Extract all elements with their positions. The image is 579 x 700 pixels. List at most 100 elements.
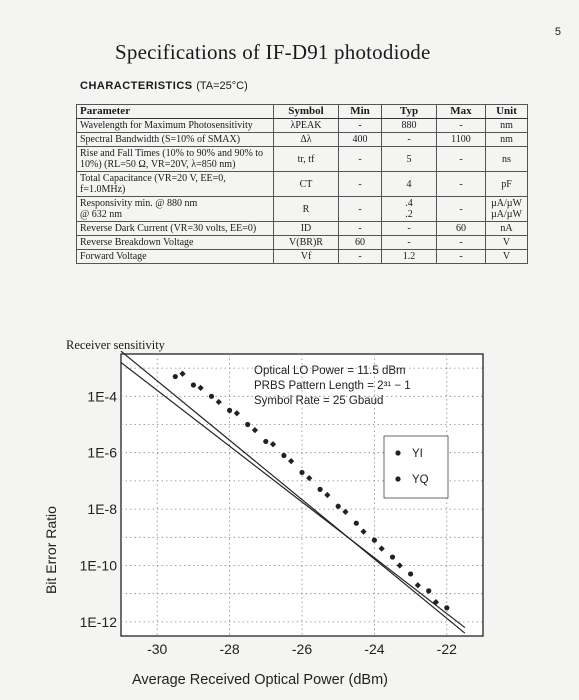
data-point-yi xyxy=(426,588,432,594)
x-tick-label: -22 xyxy=(437,641,457,657)
fit-line xyxy=(120,350,466,634)
table-row: Responsivity min. @ 880 nm @ 632 nm R - .4 … xyxy=(76,196,528,222)
y-axis-label: Bit Error Ratio xyxy=(43,506,59,594)
legend-marker-yi xyxy=(395,450,401,456)
cell-symbol: CT xyxy=(273,171,339,197)
cell-typ: 1.2 xyxy=(381,249,437,264)
x-tick-label: -28 xyxy=(219,641,239,657)
col-header-min: Min xyxy=(338,104,382,119)
spec-table-body: Wavelength for Maximum Photosensitivity λ… xyxy=(76,118,528,264)
col-header-max: Max xyxy=(436,104,486,119)
cell-unit: µA/µW µA/µW xyxy=(485,196,528,222)
data-point-yi xyxy=(335,503,341,509)
cell-unit: ns xyxy=(485,146,528,172)
cell-parameter: Total Capacitance (VR=20 V, EE=0, f=1.0M… xyxy=(76,171,274,197)
grid xyxy=(121,354,483,636)
cell-unit: pF xyxy=(485,171,528,197)
data-point-yi xyxy=(408,571,414,577)
y-tick-label: 1E-12 xyxy=(80,614,118,630)
legend-label-yq: YQ xyxy=(412,474,429,486)
cell-parameter: Responsivity min. @ 880 nm @ 632 nm xyxy=(76,196,274,222)
cell-min: - xyxy=(338,249,382,264)
data-point-yi xyxy=(444,605,450,611)
cell-typ: - xyxy=(381,235,437,250)
cell-typ: - xyxy=(381,132,437,147)
data-points xyxy=(172,370,450,611)
receiver-sensitivity-chart: -30 -28 -26 -24 -22 1E-4 1E-6 1E-8 1E-10 1E-12 O… xyxy=(43,350,484,688)
cell-min: - xyxy=(338,118,382,133)
cell-max: 60 xyxy=(436,221,486,236)
col-header-unit: Unit xyxy=(485,104,528,119)
legend-box xyxy=(383,435,449,499)
chart-annotation: Optical LO Power = 11.5 dBm PRBS Pattern … xyxy=(254,365,411,407)
cell-min: - xyxy=(338,146,382,172)
table-row: Forward Voltage Vf -1.2- V xyxy=(76,249,528,264)
y-tick-label: 1E-10 xyxy=(80,558,118,574)
annotation-line: Symbol Rate = 25 Gbaud xyxy=(254,395,383,407)
cell-max: - xyxy=(436,235,486,250)
x-tick-label: -26 xyxy=(292,641,312,657)
cell-unit: nm xyxy=(485,132,528,147)
data-point-yi xyxy=(263,438,269,445)
data-point-yi xyxy=(172,373,178,380)
data-point-yq xyxy=(197,384,204,391)
characteristics-heading: CHARACTERISTICS (TA=25°C) xyxy=(80,80,248,92)
cell-max: - xyxy=(436,171,486,197)
cell-max: - xyxy=(436,118,486,133)
cell-min: - xyxy=(338,171,382,197)
page-number: 5 xyxy=(554,26,561,38)
cell-min: - xyxy=(338,196,382,222)
cell-parameter: Wavelength for Maximum Photosensitivity xyxy=(76,118,274,133)
cell-symbol: R xyxy=(273,196,339,222)
cell-parameter: Spectral Bandwidth (S=10% of SMAX) xyxy=(76,132,274,147)
table-row: Rise and Fall Times (10% to 90% and 90% … xyxy=(76,146,528,172)
cell-max: - xyxy=(436,196,486,222)
data-point-yi xyxy=(371,537,377,543)
legend-label-yi: YI xyxy=(412,448,423,460)
cell-typ: .4 .2 xyxy=(381,196,437,222)
data-point-yi xyxy=(299,469,305,476)
data-point-yi xyxy=(389,554,396,560)
cell-parameter: Forward Voltage xyxy=(76,249,274,264)
data-point-yi xyxy=(353,520,359,526)
col-header-symbol: Symbol xyxy=(273,104,339,119)
cell-max: - xyxy=(436,146,486,172)
cell-symbol: Δλ xyxy=(273,132,339,147)
cell-parameter: Rise and Fall Times (10% to 90% and 90% … xyxy=(76,146,274,172)
page-title: Specifications of IF-D91 photodiode xyxy=(115,40,431,64)
data-point-yi xyxy=(227,407,233,413)
cell-min: - xyxy=(338,221,382,236)
table-row: Wavelength for Maximum Photosensitivity λ… xyxy=(76,118,528,133)
data-point-yi xyxy=(190,382,196,388)
cell-max: - xyxy=(436,249,486,264)
y-tick-label: 1E-4 xyxy=(87,388,117,404)
annotation-line: Optical LO Power = 11.5 dBm xyxy=(254,365,406,377)
cell-typ: 4 xyxy=(381,171,437,197)
cell-symbol: λPEAK xyxy=(273,118,339,133)
cell-symbol: tr, tf xyxy=(273,146,339,172)
spec-table: Parameter Symbol Min Typ Max Unit Wavele… xyxy=(76,104,528,264)
x-axis-label: Average Received Optical Power (dBm) xyxy=(132,672,388,688)
fit-line xyxy=(120,361,466,629)
x-tick-labels: -30 -28 -26 -24 -22 xyxy=(147,641,457,657)
x-tick-label: -30 xyxy=(147,641,167,657)
characteristics-condition: (TA=25°C) xyxy=(196,80,248,92)
y-tick-label: 1E-8 xyxy=(87,501,117,517)
cell-symbol: Vf xyxy=(273,249,339,264)
table-row: Total Capacitance (VR=20 V, EE=0, f=1.0M… xyxy=(76,171,528,197)
cell-typ: - xyxy=(381,221,437,236)
col-header-parameter: Parameter xyxy=(76,104,274,119)
cell-unit: V xyxy=(485,249,528,264)
data-point-yi xyxy=(281,452,287,459)
cell-typ: 5 xyxy=(381,146,437,172)
table-row: Reverse Breakdown Voltage V(BR)R 60- - V xyxy=(76,235,528,250)
spec-table-header-row: Parameter Symbol Min Typ Max Unit xyxy=(76,104,528,119)
annotation-line: PRBS Pattern Length = 2³¹ − 1 xyxy=(254,380,411,392)
y-tick-label: 1E-6 xyxy=(87,445,117,461)
y-tick-labels: 1E-4 1E-6 1E-8 1E-10 1E-12 xyxy=(80,388,118,630)
x-tick-label: -24 xyxy=(364,641,384,657)
legend: YI YQ xyxy=(383,435,449,499)
cell-max: 1100 xyxy=(436,132,486,147)
cell-symbol: ID xyxy=(273,221,339,236)
characteristics-label: CHARACTERISTICS xyxy=(80,80,193,92)
